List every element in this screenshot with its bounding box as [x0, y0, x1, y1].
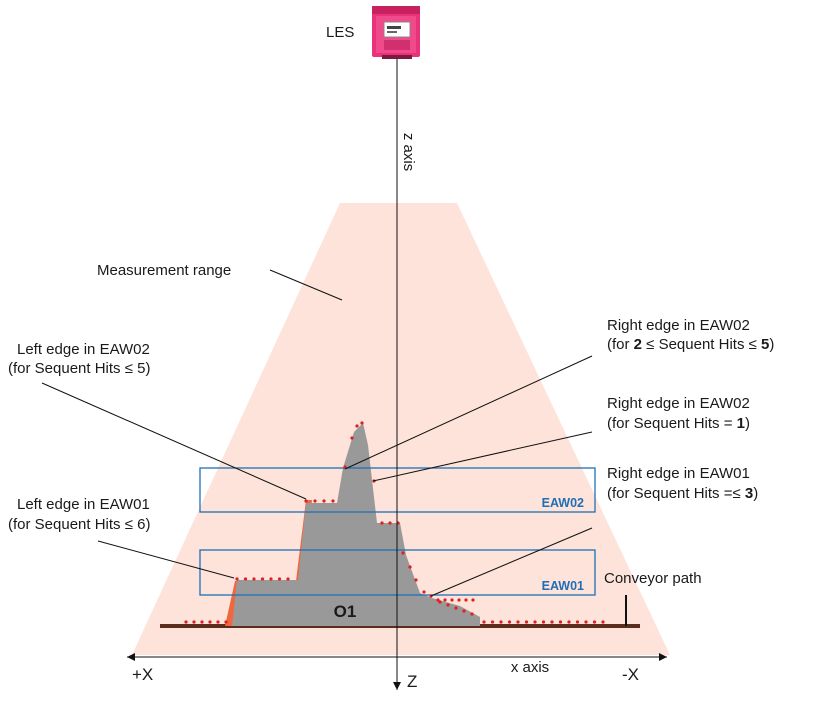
- scan-point: [592, 620, 597, 624]
- scan-point: [567, 620, 571, 624]
- conveyor-path-label: Conveyor path: [604, 570, 702, 587]
- scan-point: [216, 620, 220, 624]
- scan-point: [184, 620, 188, 624]
- scan-point: [313, 499, 317, 503]
- scan-point: [192, 620, 196, 624]
- scan-point: [355, 424, 359, 428]
- scan-point: [533, 620, 537, 624]
- eaw02-label: EAW02: [542, 496, 584, 510]
- scan-point: [438, 600, 442, 604]
- scan-point: [360, 421, 364, 425]
- left-edge-eaw01-leader: [97, 540, 235, 579]
- right-edge-eaw02-one-line2: (for Sequent Hits = 1): [607, 415, 750, 432]
- scan-point: [482, 620, 486, 624]
- scan-point: [380, 521, 384, 525]
- scan-point: [260, 577, 265, 581]
- scan-point: [235, 577, 239, 581]
- scan-point: [516, 620, 520, 624]
- scan-point: [558, 620, 563, 624]
- scan-point: [462, 609, 466, 613]
- right-edge-eaw02-range-line2: (for 2 ≤ Sequent Hits ≤ 5): [607, 336, 774, 353]
- scan-point: [450, 598, 454, 602]
- right-edge-eaw01-line1: Right edge in EAW01: [607, 465, 750, 482]
- scan-point: [343, 465, 347, 469]
- right-edge-eaw01-leader: [430, 527, 593, 597]
- scan-points: [184, 421, 605, 624]
- scan-point: [414, 578, 418, 582]
- left-edge-eaw02-line1: Left edge in EAW02: [17, 341, 150, 358]
- scan-point: [401, 551, 405, 555]
- scan-point: [286, 577, 290, 581]
- scan-point: [200, 620, 204, 624]
- right-edge-eaw02-one-leader: [372, 431, 593, 482]
- scan-point: [584, 620, 588, 624]
- scan-point: [601, 620, 605, 624]
- left-edge-eaw01-line1: Left edge in EAW01: [17, 496, 150, 513]
- scan-point: [490, 620, 495, 624]
- scan-point: [277, 577, 282, 581]
- x-axis-label: x axis: [511, 659, 549, 676]
- scan-point: [408, 565, 412, 569]
- eaw01-label: EAW01: [542, 579, 584, 593]
- scan-point: [422, 590, 426, 594]
- scan-point: [443, 598, 447, 602]
- right-edge-eaw02-range-line1: Right edge in EAW02: [607, 317, 750, 334]
- left-edge-eaw01-line2: (for Sequent Hits ≤ 6): [8, 516, 150, 533]
- scan-point: [208, 620, 212, 624]
- scan-point: [457, 598, 461, 602]
- scan-point: [224, 620, 228, 624]
- sensor-label: LES: [326, 24, 354, 41]
- scan-point: [550, 620, 554, 624]
- scan-point: [322, 499, 326, 503]
- minus-x-label: -X: [622, 665, 639, 684]
- measurement-range-area: [132, 203, 670, 655]
- scan-point: [252, 577, 256, 581]
- les-sensor-icon: [372, 6, 420, 59]
- scan-point: [470, 612, 474, 616]
- scan-point: [524, 620, 529, 624]
- scan-point: [388, 521, 392, 525]
- scan-point: [269, 577, 273, 581]
- scan-point: [464, 598, 468, 602]
- scan-point: [471, 598, 475, 602]
- scan-point: [454, 606, 458, 610]
- right-edge-eaw01-line2: (for Sequent Hits =≤ 3): [607, 485, 758, 502]
- scan-point: [243, 577, 248, 581]
- scan-point: [304, 499, 308, 503]
- object-o1-profile: [232, 423, 480, 626]
- right-edge-eaw02-one-line1: Right edge in EAW02: [607, 395, 750, 412]
- scan-point: [331, 499, 335, 503]
- scan-point: [541, 620, 546, 624]
- scan-point: [507, 620, 512, 624]
- object-label: O1: [334, 602, 357, 621]
- right-edge-eaw02-range-leader: [344, 355, 593, 470]
- measurement-range-leader: [269, 269, 343, 301]
- left-edge-eaw02-line2: (for Sequent Hits ≤ 5): [8, 360, 150, 377]
- z-label: Z: [407, 672, 417, 691]
- plus-x-label: +X: [132, 665, 153, 684]
- scan-point: [350, 436, 354, 440]
- measurement-range-label: Measurement range: [97, 262, 231, 279]
- scan-point: [575, 620, 580, 624]
- z-axis-label: z axis: [400, 133, 417, 171]
- scan-point: [499, 620, 503, 624]
- scan-point: [436, 598, 440, 602]
- scan-point: [446, 603, 450, 607]
- left-edge-eaw02-leader: [41, 382, 307, 500]
